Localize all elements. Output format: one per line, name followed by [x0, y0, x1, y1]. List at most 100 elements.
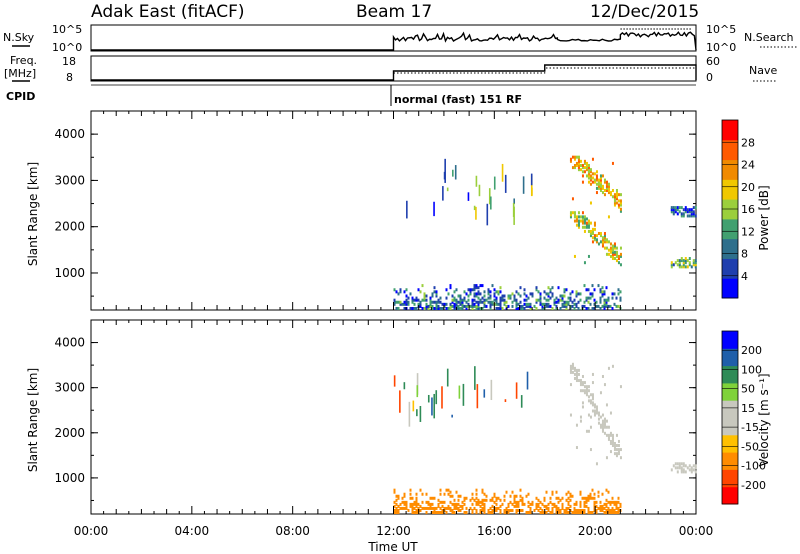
data-cell: [573, 377, 576, 381]
data-cell: [569, 370, 572, 374]
data-cell: [672, 210, 675, 214]
data-cell: [561, 302, 564, 306]
data-cell: [605, 184, 608, 188]
colorbar-tick-label: 28: [741, 136, 755, 149]
data-cell: [429, 300, 432, 304]
data-cell: [449, 500, 452, 504]
nsearch-label: N.Search: [744, 31, 794, 44]
data-cell: [599, 298, 602, 302]
data-cell: [601, 186, 604, 190]
data-cell: [611, 435, 614, 439]
data-cell: [504, 174, 507, 193]
data-cell: [573, 506, 576, 510]
data-cell: [547, 292, 550, 296]
data-cell: [575, 292, 578, 296]
data-cell: [551, 294, 554, 298]
data-cell: [425, 298, 428, 302]
data-cell: [475, 286, 478, 290]
data-cell: [605, 502, 608, 506]
data-cell: [519, 488, 522, 492]
data-cell: [581, 180, 584, 184]
data-cell: [413, 500, 416, 504]
data-cell: [403, 307, 406, 310]
data-cell: [591, 403, 594, 407]
data-cell: [599, 296, 602, 300]
data-cell: [549, 296, 552, 300]
data-cell: [503, 300, 506, 304]
data-cell: [573, 157, 576, 161]
data-cell: [609, 439, 612, 443]
freq-trace: [91, 64, 697, 81]
data-cell: [463, 298, 466, 302]
data-cell: [451, 300, 454, 304]
data-cell: [587, 429, 590, 433]
data-cell: [581, 508, 584, 512]
data-cell: [481, 508, 484, 512]
data-cell: [678, 259, 681, 263]
data-cell: [619, 298, 622, 302]
data-cell: [609, 411, 612, 415]
data-cell: [577, 155, 580, 159]
data-cell: [446, 187, 449, 192]
data-cell: [435, 302, 438, 306]
station-title: Adak East (fitACF): [91, 2, 245, 22]
data-cell: [573, 302, 576, 306]
data-cell: [573, 372, 576, 376]
data-cell: [613, 195, 616, 199]
data-cell: [441, 307, 444, 310]
data-cell: [577, 211, 580, 215]
data-cell: [591, 229, 594, 233]
data-cell: [521, 496, 524, 500]
data-cell: [443, 508, 446, 512]
data-cell: [471, 511, 474, 514]
data-cell: [575, 500, 578, 504]
data-cell: [413, 511, 416, 514]
data-cell: [447, 292, 450, 296]
data-cell: [619, 290, 622, 294]
data-cell: [529, 292, 532, 296]
data-cell: [477, 296, 480, 300]
data-cell: [453, 498, 456, 502]
data-cell: [465, 506, 468, 510]
data-cell: [539, 302, 542, 306]
data-cell: [401, 500, 404, 504]
data-cell: [486, 203, 489, 226]
data-cell: [573, 219, 576, 223]
data-cell: [587, 506, 590, 510]
data-cell: [419, 508, 422, 512]
data-cell: [563, 294, 566, 298]
data-cell: [433, 496, 436, 500]
data-cell: [447, 307, 450, 310]
data-cell: [463, 304, 466, 308]
data-cell: [517, 302, 520, 306]
data-cell: [461, 304, 464, 308]
data-cell: [607, 304, 610, 308]
data-cell: [439, 492, 442, 496]
data-cell: [477, 290, 480, 294]
data-cell: [605, 511, 608, 514]
data-cell: [483, 389, 486, 398]
data-cell: [447, 488, 450, 492]
data-cell: [607, 437, 610, 441]
data-cell: [477, 307, 480, 310]
data-cell: [601, 419, 604, 423]
power-x-ticks: [90, 111, 697, 310]
data-cell: [569, 292, 572, 296]
data-cell: [670, 210, 673, 214]
data-cell: [577, 168, 580, 172]
data-cell: [615, 452, 618, 456]
data-cell: [688, 208, 691, 212]
data-cell: [686, 214, 689, 218]
data-cell: [595, 500, 598, 504]
data-cell: [571, 364, 574, 368]
data-cell: [589, 401, 592, 405]
data-cell: [595, 178, 598, 182]
data-cell: [485, 494, 488, 498]
data-cell: [563, 304, 566, 308]
data-cell: [557, 300, 560, 304]
data-cell: [489, 302, 492, 306]
data-cell: [587, 288, 590, 292]
data-cell: [599, 184, 602, 188]
data-cell: [521, 500, 524, 504]
data-cell: [609, 433, 612, 437]
